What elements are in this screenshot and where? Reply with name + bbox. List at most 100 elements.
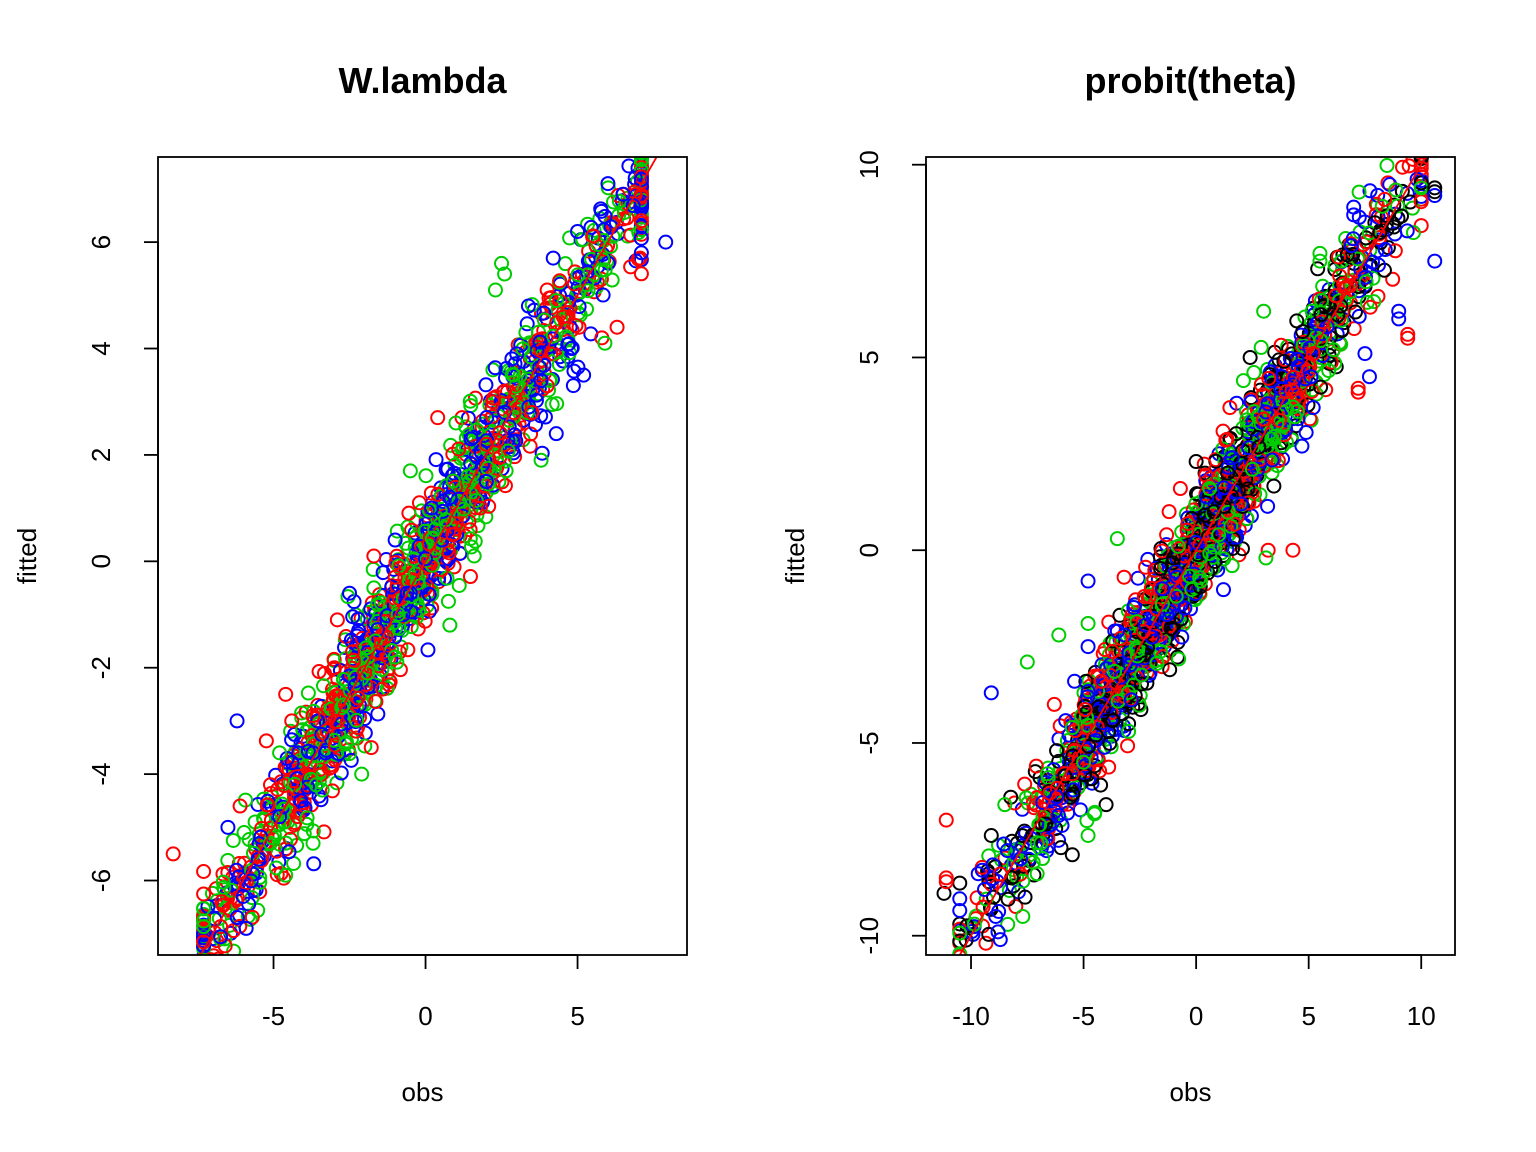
data-point <box>217 938 233 954</box>
data-point <box>1226 516 1242 532</box>
data-point <box>232 918 248 934</box>
data-point <box>389 548 405 564</box>
data-point <box>1207 554 1223 570</box>
data-point <box>1313 379 1329 395</box>
data-point <box>938 874 954 890</box>
data-point <box>447 457 463 473</box>
data-point <box>368 694 384 710</box>
data-point <box>370 596 386 612</box>
data-point <box>462 531 478 547</box>
data-point <box>1357 346 1373 362</box>
data-point <box>206 948 222 955</box>
x-tick-label: -5 <box>262 1001 285 1031</box>
data-point <box>427 521 443 537</box>
data-point <box>1033 835 1049 851</box>
data-point <box>197 957 210 970</box>
data-point <box>1235 373 1251 389</box>
data-point <box>197 978 210 991</box>
data-point <box>560 336 576 352</box>
data-point <box>952 902 968 918</box>
data-point <box>983 827 999 843</box>
data-point <box>1285 399 1301 415</box>
data-point <box>463 539 479 555</box>
data-point <box>276 870 292 886</box>
data-point <box>519 316 535 332</box>
data-point <box>342 585 358 601</box>
data-point <box>470 518 486 534</box>
data-point <box>533 343 549 359</box>
data-point <box>635 157 648 161</box>
data-point <box>1244 461 1260 477</box>
data-point <box>448 415 464 431</box>
data-point <box>1192 537 1208 553</box>
data-point <box>1080 573 1096 589</box>
data-point <box>1388 182 1404 198</box>
data-point <box>633 157 649 168</box>
data-point <box>1104 643 1120 659</box>
data-point <box>1016 858 1032 874</box>
data-point <box>1038 816 1054 832</box>
data-point <box>387 649 403 665</box>
reference-line <box>958 157 1427 955</box>
data-point <box>1258 404 1274 420</box>
data-point <box>952 891 968 907</box>
data-point <box>1353 261 1369 277</box>
data-point <box>658 234 674 250</box>
panel-probit-theta: probit(theta) obs fitted -10 -5 0 5 10 -10 -5 0… <box>780 60 1456 1107</box>
data-point <box>1351 279 1367 295</box>
data-point <box>334 700 350 716</box>
x-tick-label: 5 <box>570 1001 584 1031</box>
data-point <box>375 681 391 697</box>
data-point <box>557 256 573 272</box>
data-point <box>1197 507 1213 523</box>
data-point <box>1295 324 1311 340</box>
data-point <box>1015 908 1031 924</box>
x-tick-label: 5 <box>1301 1001 1315 1031</box>
data-point <box>508 433 524 449</box>
y-tick-label: 6 <box>86 235 116 249</box>
data-point <box>1046 696 1062 712</box>
data-point <box>354 766 370 782</box>
data-point <box>1413 218 1429 234</box>
data-point <box>281 844 297 860</box>
data-point <box>1154 581 1170 597</box>
x-tick-label: -10 <box>952 1001 990 1031</box>
y-tick-label: -6 <box>86 869 116 892</box>
data-point <box>421 586 437 602</box>
data-point <box>217 954 225 955</box>
data-point <box>220 819 236 835</box>
data-point <box>551 356 567 372</box>
data-point <box>494 255 510 271</box>
data-point <box>345 644 361 660</box>
data-point <box>1413 175 1429 191</box>
data-point <box>1240 481 1256 497</box>
data-point <box>1120 738 1136 754</box>
data-point <box>1246 365 1262 381</box>
data-point <box>272 809 288 825</box>
data-point <box>278 835 294 851</box>
data-point <box>297 800 313 816</box>
data-point <box>232 798 248 814</box>
data-point <box>1051 627 1067 643</box>
data-point <box>1192 579 1208 595</box>
y-tick-label: 0 <box>854 543 884 557</box>
data-point <box>635 139 648 152</box>
data-point <box>1390 198 1406 214</box>
data-point <box>1097 642 1113 658</box>
data-point <box>626 138 639 151</box>
data-point <box>563 341 579 357</box>
data-point <box>460 410 476 426</box>
data-point <box>1136 623 1152 639</box>
data-point <box>461 474 477 490</box>
data-point <box>1116 569 1132 585</box>
data-point <box>972 957 985 970</box>
data-point <box>392 662 408 678</box>
data-point <box>1198 467 1214 483</box>
data-point <box>1276 417 1292 433</box>
data-point <box>430 410 446 426</box>
data-point <box>1218 432 1234 448</box>
data-point <box>1159 527 1175 543</box>
data-point <box>197 974 210 987</box>
x-tick-label: 0 <box>418 1001 432 1031</box>
data-point <box>533 452 549 468</box>
